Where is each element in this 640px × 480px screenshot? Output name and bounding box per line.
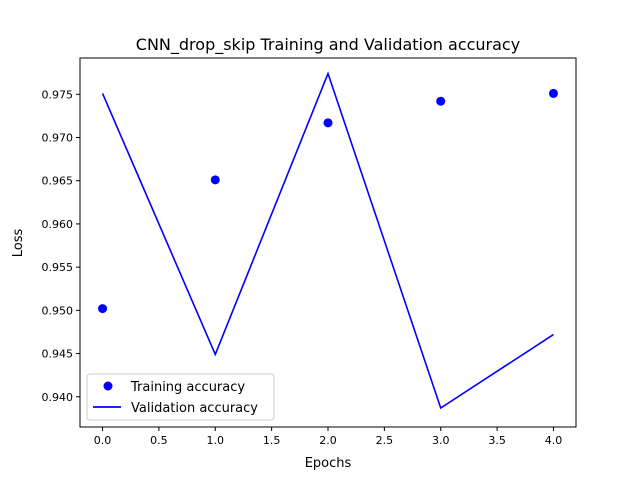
x-tick-label: 1.0: [207, 434, 225, 447]
training-accuracy-point: [436, 96, 446, 106]
x-tick-label: 0.5: [150, 434, 168, 447]
training-accuracy-point: [548, 88, 558, 98]
legend: Training accuracy Validation accuracy: [86, 373, 275, 421]
y-tick-label: 0.950: [42, 304, 74, 317]
y-axis-label: Loss: [11, 229, 26, 258]
plot-area: [98, 71, 558, 410]
x-tick-label: 2.0: [319, 434, 337, 447]
y-tick-label: 0.940: [42, 391, 74, 404]
x-tick-label: 3.0: [432, 434, 450, 447]
y-tick-label: 0.965: [42, 175, 74, 188]
training-accuracy-point: [98, 304, 108, 314]
legend-label-validation: Validation accuracy: [131, 401, 258, 416]
training-accuracy-point: [323, 118, 333, 128]
y-tick-label: 0.960: [42, 218, 74, 231]
y-axis: 0.940 0.945 0.950 0.955 0.960 0.965 0.970 0.975: [42, 88, 80, 404]
y-tick-label: 0.955: [42, 261, 74, 274]
y-tick-label: 0.945: [42, 348, 74, 361]
y-tick-label: 0.970: [42, 132, 74, 145]
legend-marker-training: [103, 381, 113, 391]
legend-box: [86, 373, 275, 421]
validation-accuracy-line: [101, 71, 554, 410]
x-axis: 0.0 0.5 1.0 1.5 2.0 2.5 3.0 3.5 4.0: [94, 427, 562, 447]
legend-label-training: Training accuracy: [130, 380, 245, 395]
y-tick-label: 0.975: [42, 88, 74, 101]
x-axis-label: Epochs: [305, 456, 352, 471]
x-tick-label: 4.0: [545, 434, 563, 447]
x-tick-label: 1.5: [263, 434, 281, 447]
x-tick-label: 2.5: [376, 434, 394, 447]
x-tick-label: 0.0: [94, 434, 112, 447]
training-accuracy-point: [210, 175, 220, 185]
chart-title: CNN_drop_skip Training and Validation ac…: [136, 35, 520, 55]
x-tick-label: 3.5: [488, 434, 506, 447]
